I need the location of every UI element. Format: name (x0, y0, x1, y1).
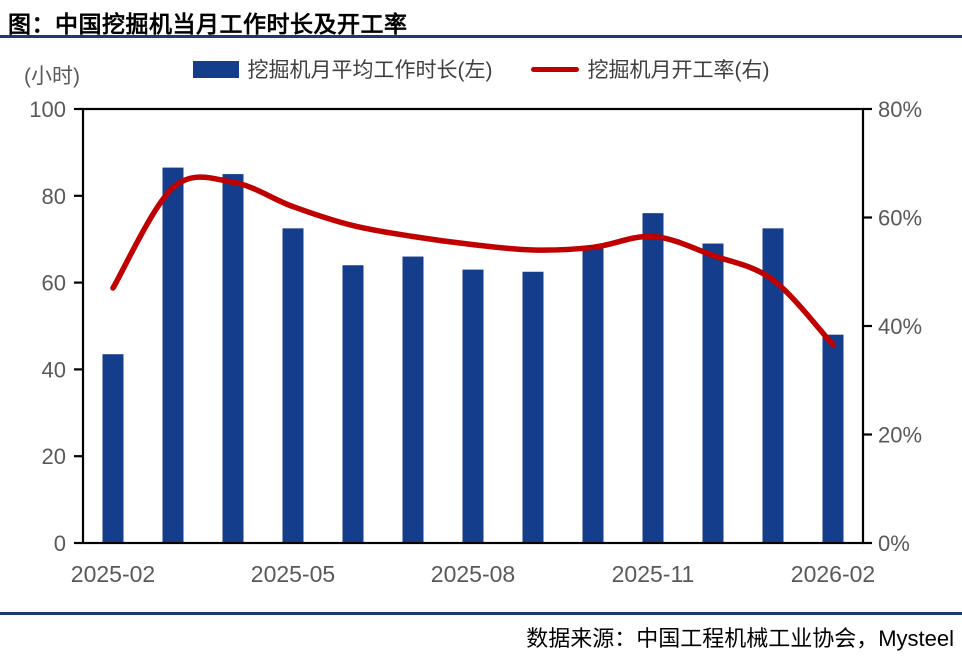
bar-2026-01 (762, 228, 784, 543)
left-axis-tick-label: 20 (42, 444, 66, 469)
bar-2025-09 (522, 271, 544, 543)
x-axis-tick-label: 2025-05 (251, 561, 335, 587)
bar-2025-08 (462, 269, 484, 543)
left-axis-unit-label: (小时) (24, 65, 80, 88)
bar-2025-12 (702, 243, 724, 544)
line-series-swatch (530, 66, 579, 72)
right-axis-tick-label: 20% (878, 423, 922, 448)
chart-legend: 挖掘机月平均工作时长(左) 挖掘机月开工率(右) (0, 54, 962, 84)
bar-2025-03 (162, 167, 184, 543)
line-series-label: 挖掘机月开工率(右) (587, 59, 770, 82)
x-axis-tick-label: 2025-08 (431, 561, 515, 587)
bar-2025-05 (282, 228, 304, 543)
bar-2025-07 (402, 256, 424, 543)
bar-2025-02 (102, 354, 124, 543)
bar-2026-02 (822, 334, 844, 543)
x-axis-tick-label: 2025-02 (71, 561, 155, 587)
x-axis-tick-label: 2026-02 (791, 561, 875, 587)
left-axis-tick-label: 100 (29, 97, 66, 122)
left-axis-tick-label: 0 (54, 531, 66, 556)
left-axis-tick-label: 80 (42, 184, 66, 209)
left-axis-tick-label: 40 (42, 357, 66, 382)
bar-series-label: 挖掘机月平均工作时长(左) (247, 59, 493, 82)
chart-title: 图：中国挖掘机当月工作时长及开工率 (8, 11, 408, 37)
bar-2025-11 (642, 213, 664, 543)
x-axis-tick-label: 2025-11 (612, 561, 695, 587)
left-axis-tick-label: 60 (42, 271, 66, 296)
bar-2025-10 (582, 247, 604, 543)
right-axis-tick-label: 40% (878, 314, 922, 339)
right-axis-tick-label: 80% (878, 97, 922, 122)
data-source: 数据来源：中国工程机械工业协会，Mysteel (526, 626, 954, 651)
title-divider (0, 35, 962, 38)
footer-divider (0, 612, 962, 615)
bar-2025-04 (222, 174, 244, 543)
bar-series-swatch (192, 60, 239, 78)
right-axis-tick-label: 0% (878, 531, 910, 556)
bar-2025-06 (342, 265, 364, 543)
right-axis-tick-label: 60% (878, 206, 922, 231)
operating-rate-line (110, 174, 836, 348)
